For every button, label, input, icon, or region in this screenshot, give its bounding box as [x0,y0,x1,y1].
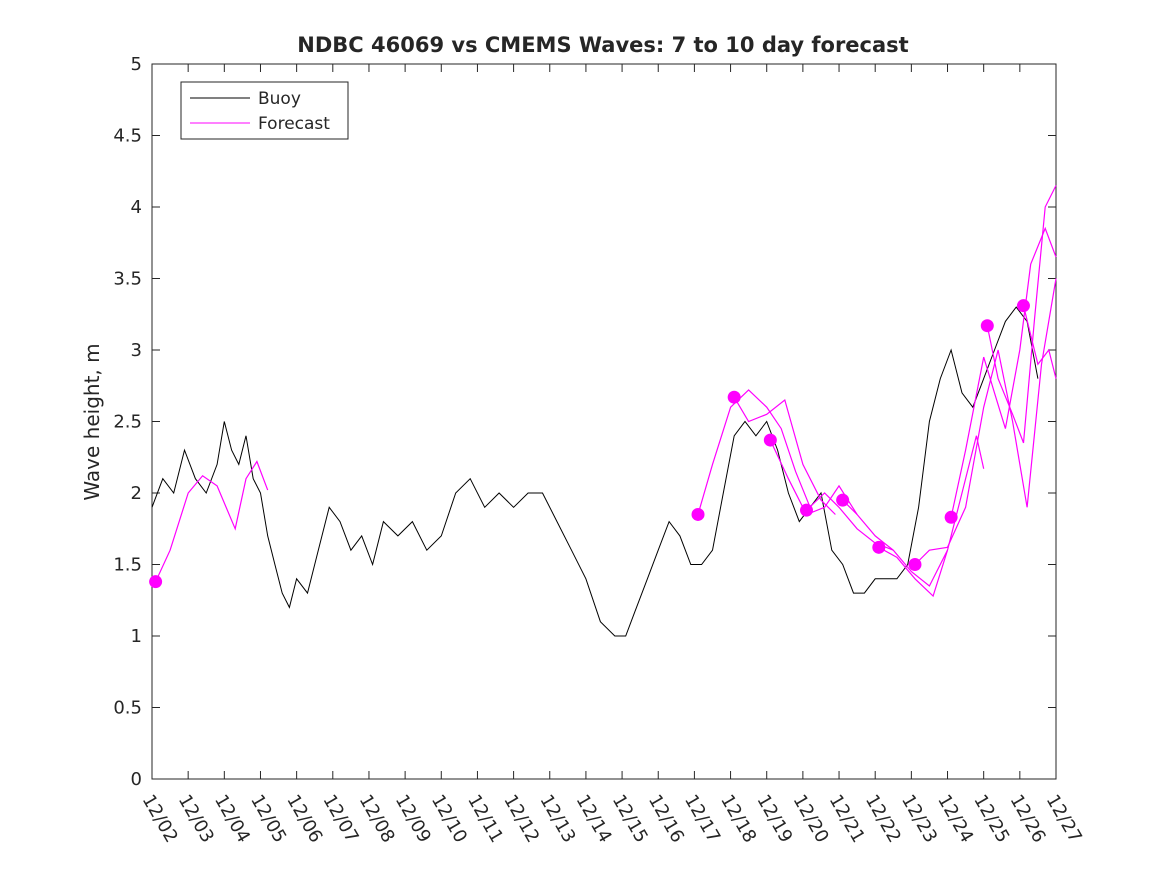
chart-title: NDBC 46069 vs CMEMS Waves: 7 to 10 day f… [297,33,908,57]
y-tick-label: 2 [131,483,142,504]
y-axis-label: Wave height, m [80,343,104,500]
forecast-start-marker [908,558,922,571]
forecast-start-marker [1016,299,1030,313]
forecast-series-line [733,396,836,515]
forecast-start-marker [799,503,813,517]
buoy-series-line [151,306,1039,637]
forecast-start-marker [836,493,850,507]
forecast-series-line [878,435,985,598]
series-layer [149,185,1057,637]
y-tick-label: 4.5 [113,126,142,147]
y-tick-label: 2.5 [113,412,142,433]
legend: Buoy Forecast [180,81,349,140]
forecast-start-marker [763,433,777,447]
forecast-series-line [697,389,811,515]
y-tick-label: 3.5 [113,269,142,290]
y-tick-label: 0 [131,769,142,790]
y-tick-label: 0.5 [113,698,142,719]
y-tick-label: 1.5 [113,555,142,576]
forecast-start-marker [727,390,741,404]
forecast-start-marker [980,319,994,333]
legend-box [180,81,349,140]
y-tick-label: 1 [131,626,142,647]
forecast-series-line [155,460,269,582]
forecast-start-marker [691,507,705,521]
forecast-series-line [914,278,1057,565]
forecast-start-marker [872,540,886,554]
legend-buoy-label: Buoy [258,89,301,109]
forecast-series-line [842,499,949,587]
forecast-series-line [769,439,858,516]
forecast-start-marker [149,575,163,589]
forecast-series-line [950,226,1057,518]
y-tick-label: 5 [131,54,142,75]
forecast-start-marker [944,510,958,524]
plot-area [151,63,1057,780]
legend-forecast-label: Forecast [258,114,330,134]
forecast-series-line [986,185,1057,444]
y-tick-label: 3 [131,340,142,361]
y-tick-label: 4 [131,197,142,218]
forecast-series-line [1022,305,1057,379]
